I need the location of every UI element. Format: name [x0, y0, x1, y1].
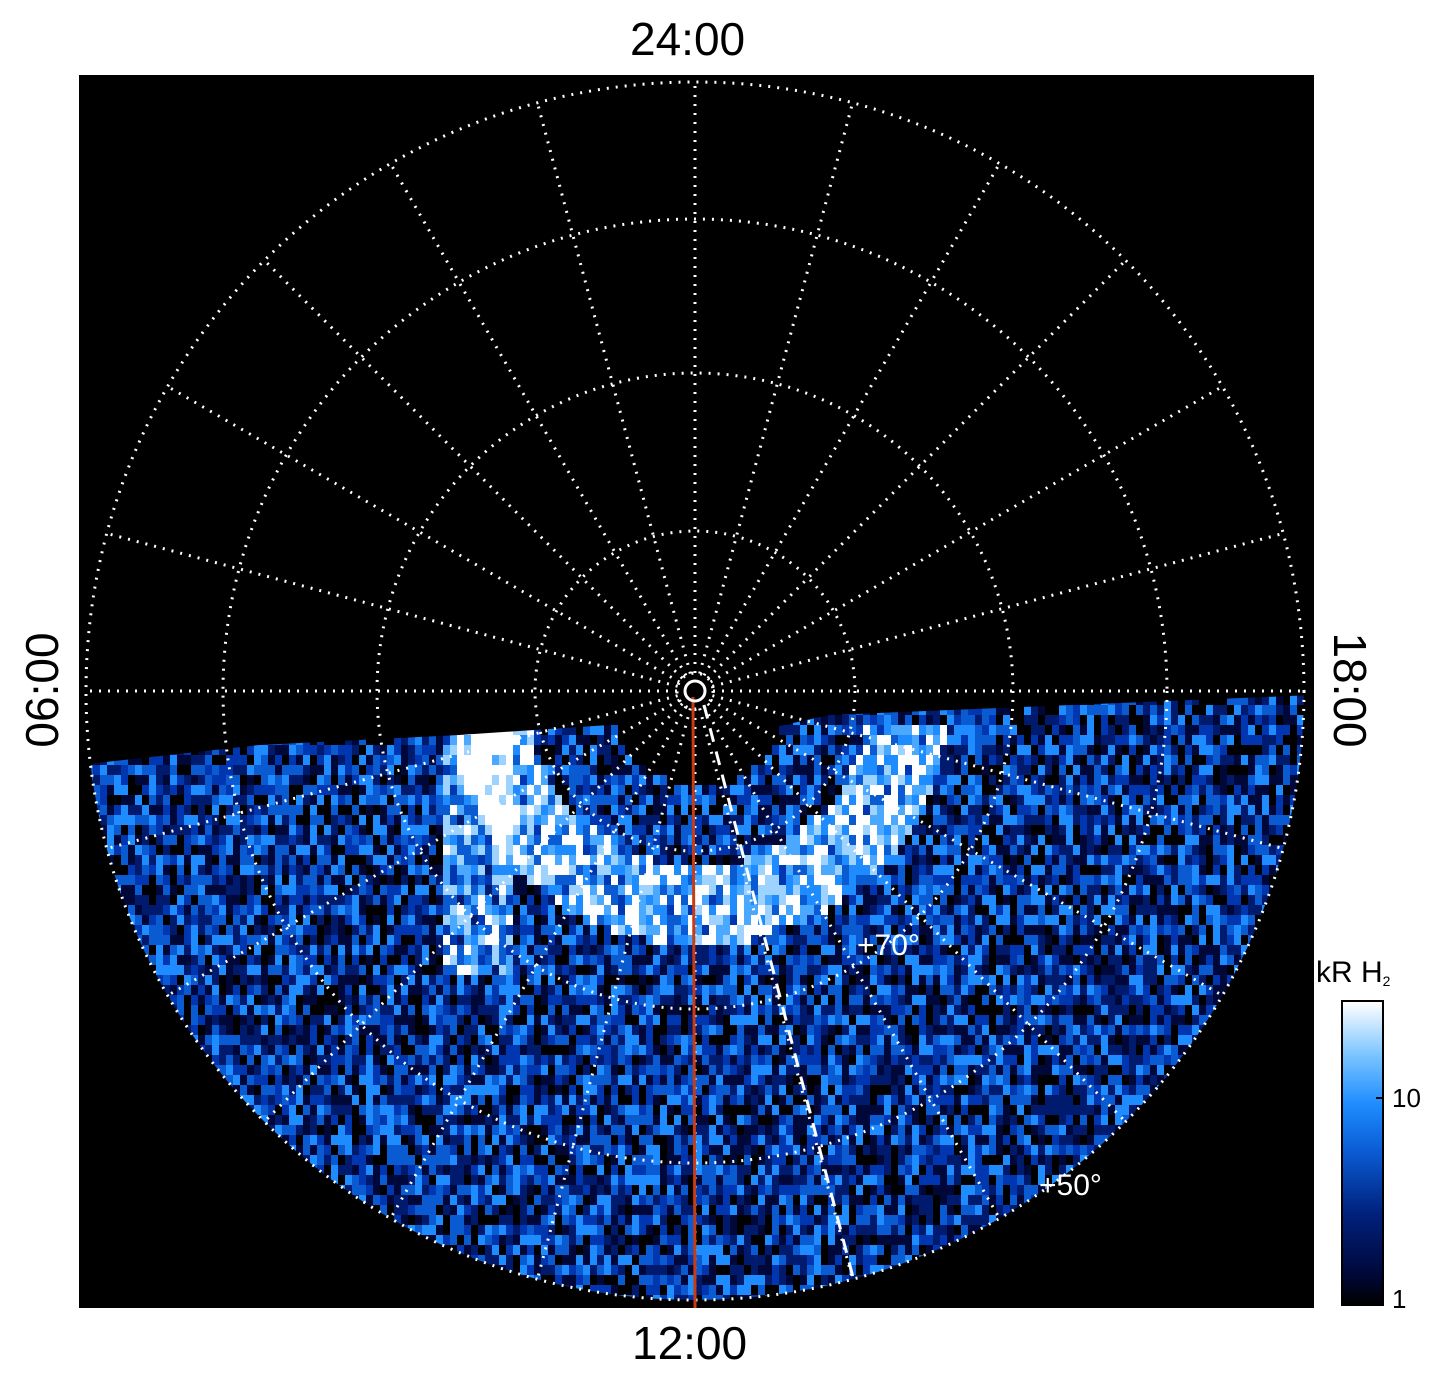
colorbar-label-1: 1 — [1392, 1284, 1407, 1314]
meridian-line — [702, 162, 1001, 677]
dashed-meridian-line — [702, 704, 857, 1286]
polar-projection-svg: +70° +50° — [84, 80, 1306, 1308]
latitude-circle — [375, 371, 1015, 1011]
colorbar-title: kR H2 — [1316, 956, 1391, 989]
local-time-label-top: 24:00 — [630, 13, 746, 65]
lat-lon-grid — [84, 80, 1306, 1302]
meridian-line — [166, 385, 681, 684]
latitude-circle — [533, 529, 857, 853]
latitude-circle — [221, 217, 1169, 1165]
meridian-line — [263, 259, 684, 680]
meridian-line — [535, 102, 692, 675]
colorbar-label-10: 10 — [1392, 1083, 1421, 1113]
local-time-label-left: 06:00 — [16, 632, 68, 748]
meridian-line — [711, 531, 1284, 688]
latitude-circle — [675, 671, 715, 711]
noon-meridian-line — [691, 696, 697, 1308]
auroral-emission-image — [86, 695, 1304, 1300]
colorbar-tick-10 — [1376, 1097, 1384, 1099]
local-time-label-right: 18:00 — [1324, 632, 1376, 748]
meridian-line — [709, 385, 1224, 684]
meridian-line — [106, 531, 679, 688]
meridian-line — [698, 102, 855, 675]
latitude-circle — [84, 80, 1306, 1302]
latitude-label-50: +50° — [1039, 1169, 1102, 1202]
pole-marker — [683, 679, 707, 703]
meridian-line — [706, 259, 1127, 680]
latitude-label-70: +70° — [857, 929, 920, 962]
local-time-label-bottom: 12:00 — [632, 1317, 748, 1369]
meridian-line — [389, 162, 688, 677]
polar-projection-panel: +70° +50° — [79, 75, 1314, 1308]
colorbar — [1341, 1000, 1384, 1306]
